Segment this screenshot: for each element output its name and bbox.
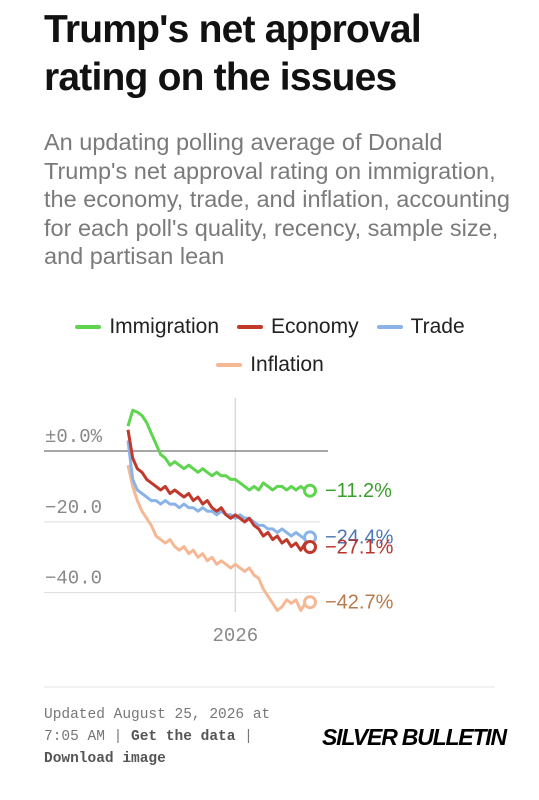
legend-swatch — [216, 363, 243, 367]
legend-item: Inflation — [216, 350, 324, 380]
footer: Updated August 25, 2026 at 7:05 AM | Get… — [44, 704, 294, 770]
legend-swatch — [75, 325, 102, 329]
end-marker — [303, 483, 317, 498]
chart-title: Trump's net approval rating on the issue… — [44, 8, 422, 99]
brand-logo[interactable]: SILVER BULLETIN — [322, 724, 507, 750]
y-tick-label: −40.0 — [45, 568, 102, 590]
legend-item: Immigration — [75, 312, 219, 342]
series-line — [126, 408, 311, 493]
separator: | — [113, 729, 123, 745]
end-marker — [303, 539, 317, 554]
value-label: −27.1% — [325, 536, 394, 558]
legend-label: Trade — [410, 315, 465, 338]
chart-subtitle: An updating polling average of Donald Tr… — [44, 129, 510, 269]
updated-text: Updated August 25, 2026 at 7:05 AM — [44, 707, 271, 745]
legend-swatch — [237, 325, 264, 329]
legend-label: Economy — [271, 315, 359, 338]
legend-label: Inflation — [250, 353, 324, 376]
value-label: −24.4% — [325, 527, 394, 549]
y-tick-label: −20.0 — [45, 497, 102, 519]
series-line — [126, 429, 311, 552]
download-link[interactable]: Download image — [44, 751, 166, 767]
legend-item: Trade — [376, 312, 465, 342]
value-label: −42.7% — [325, 592, 394, 614]
value-label: −11.2% — [325, 480, 392, 502]
end-marker — [303, 595, 317, 610]
legend: Immigration Economy Trade Inflation — [30, 312, 510, 380]
legend-item: Economy — [237, 312, 359, 342]
separator: | — [244, 729, 253, 745]
get-data-link[interactable]: Get the data — [131, 729, 236, 745]
series-line — [126, 464, 311, 612]
series-line — [126, 440, 311, 542]
x-tick-label: 2026 — [213, 625, 259, 647]
legend-swatch — [376, 325, 403, 329]
legend-label: Immigration — [109, 315, 220, 338]
y-tick-label: ±0.0% — [45, 426, 103, 448]
